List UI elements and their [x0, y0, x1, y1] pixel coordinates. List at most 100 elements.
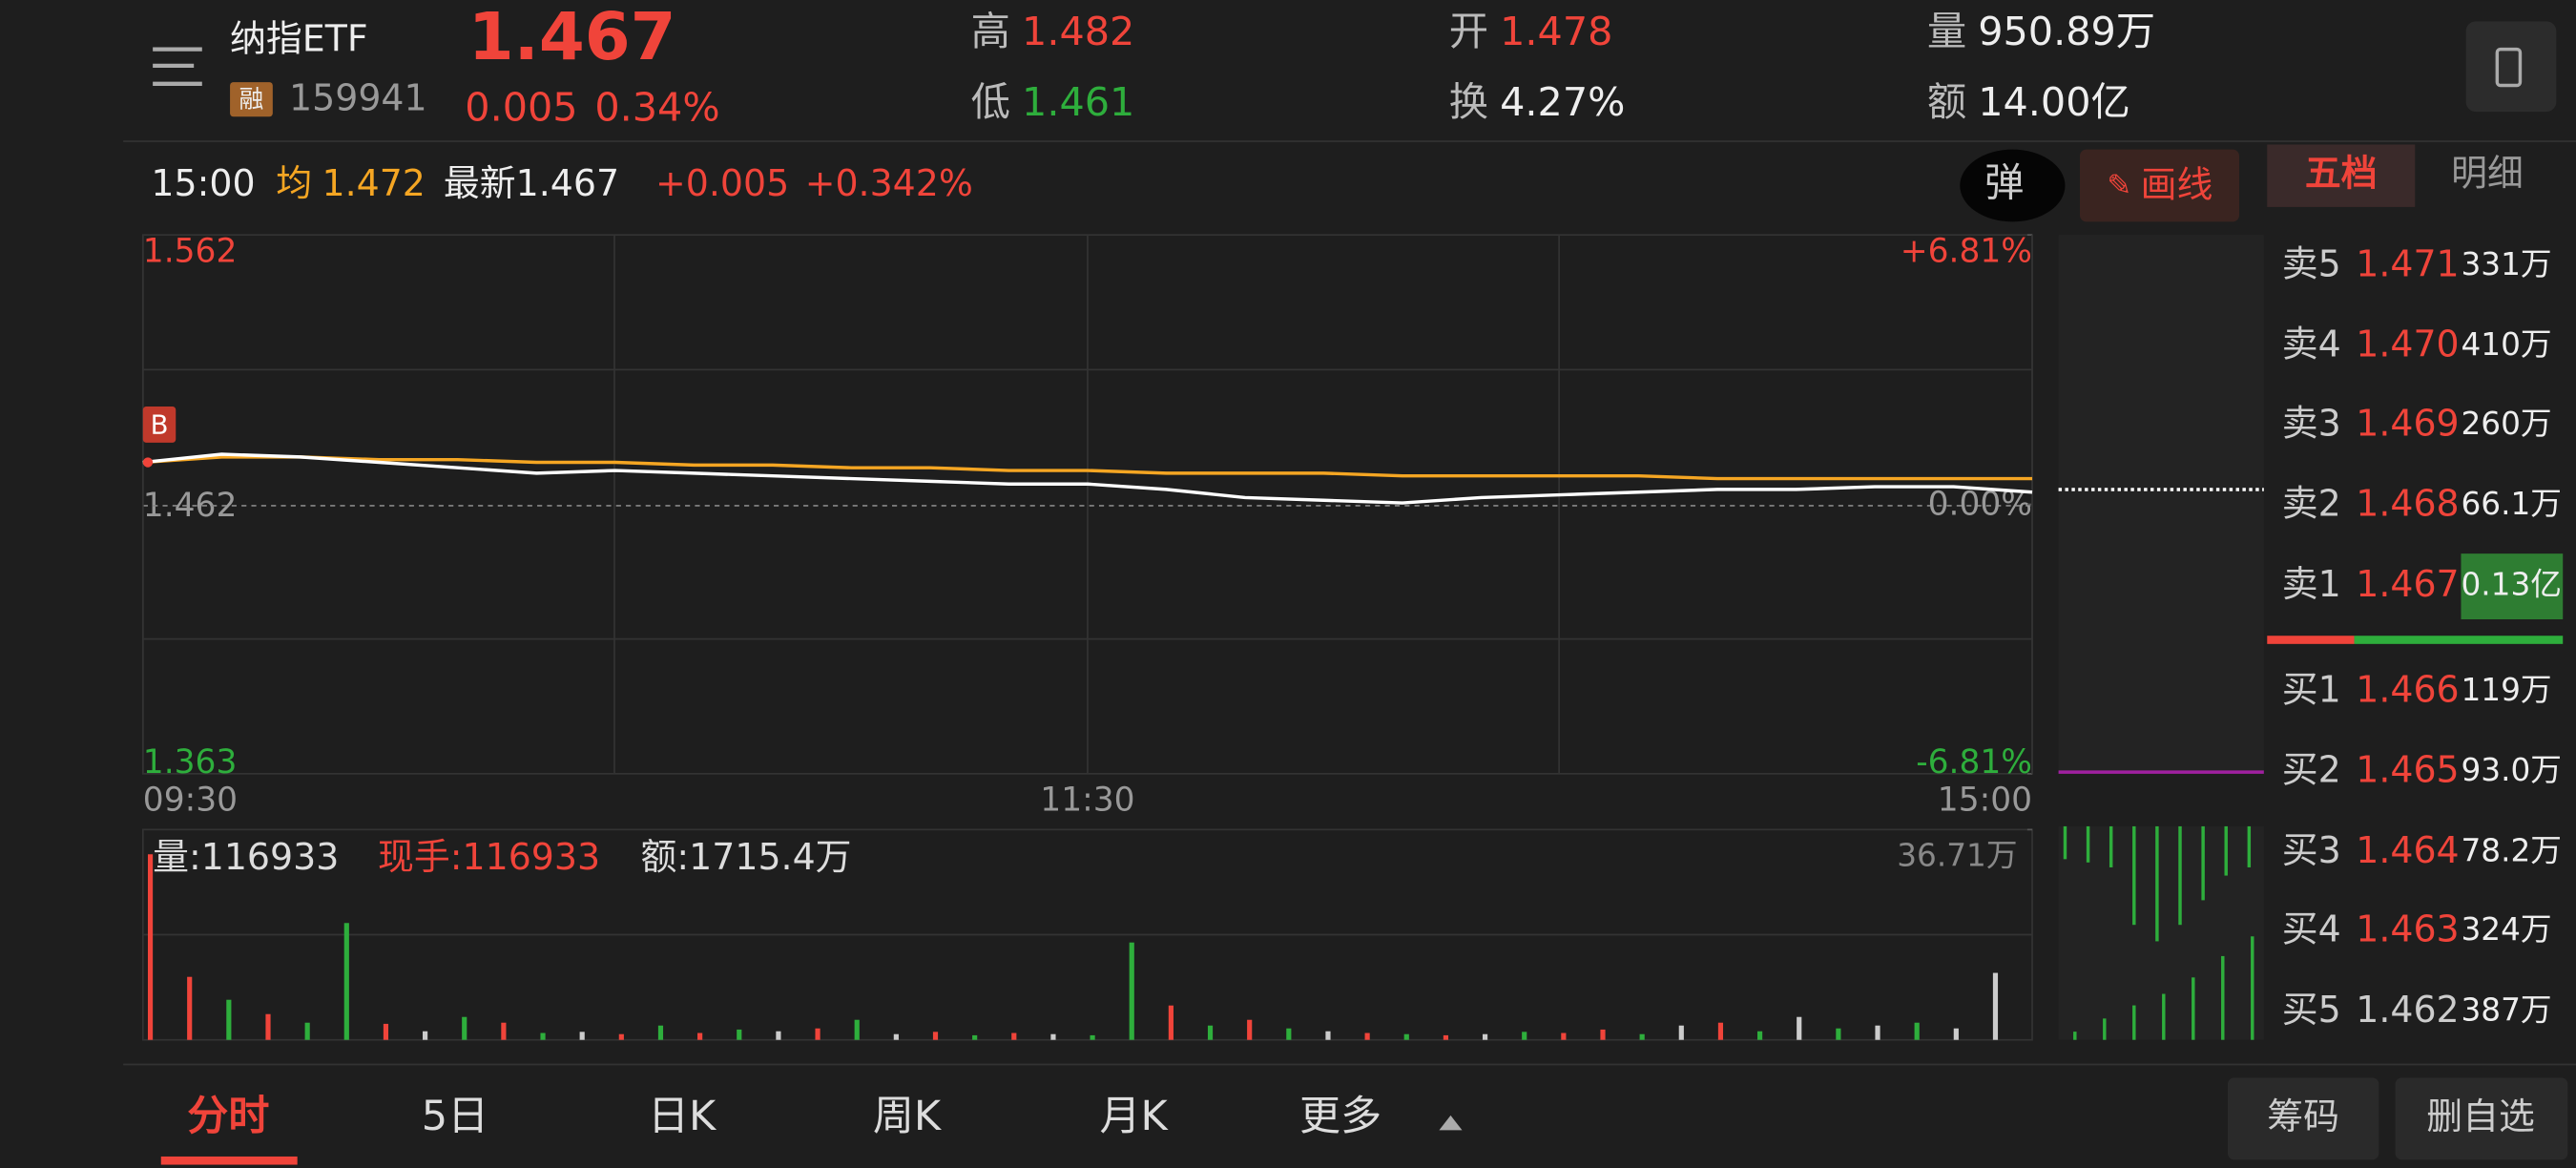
button-bg[interactable] — [2227, 1077, 2379, 1160]
popup-label: 弹 — [1984, 160, 2024, 206]
book-volume: 260万 — [2461, 406, 2551, 442]
volume-bar — [1403, 1033, 1409, 1040]
volume-bar — [776, 1031, 781, 1040]
book-label: 买1 — [2282, 668, 2341, 710]
volume-bar — [265, 1013, 271, 1040]
balance-ask — [2354, 636, 2564, 644]
device-button[interactable] — [2465, 21, 2557, 113]
stat-value: 14.00亿 — [1978, 79, 2130, 125]
more-arrow[interactable] — [1439, 1115, 1463, 1131]
volume-bar — [540, 1032, 546, 1040]
volume-label: 额:1715.4万 — [641, 836, 852, 878]
button-bg[interactable] — [2395, 1077, 2568, 1160]
book-label: 买2 — [2282, 749, 2341, 791]
info-time: 15:00 — [151, 162, 255, 204]
side-tab[interactable]: 明细 — [2451, 153, 2524, 195]
y-tick-label: 1.562 — [143, 233, 238, 271]
volume-bar — [1129, 942, 1134, 1040]
annotation-dot — [142, 457, 154, 468]
book-volume: 93.0万 — [2461, 752, 2562, 788]
bottom-tab[interactable]: 5日 — [422, 1093, 488, 1140]
volume-bar — [304, 1022, 310, 1040]
volume-bar — [1953, 1028, 1959, 1040]
volume-bar — [147, 854, 154, 1040]
volume-bar — [893, 1033, 899, 1040]
draw-button[interactable] — [2079, 149, 2240, 222]
volume-bar — [1914, 1022, 1920, 1040]
volume-bar — [618, 1033, 624, 1040]
draw-icon: ✎ — [2107, 169, 2131, 203]
book-volume: 119万 — [2461, 672, 2551, 708]
stock-code: 159941 — [289, 77, 427, 119]
volume-bar — [1168, 1005, 1174, 1040]
bottom-button[interactable]: 删自选 — [2426, 1095, 2535, 1137]
bottom-tab[interactable]: 周K — [873, 1093, 943, 1140]
volume-bar — [1443, 1034, 1448, 1040]
book-label: 卖5 — [2282, 242, 2341, 284]
depth-panel — [2058, 235, 2264, 774]
bottom-tab[interactable]: 月K — [1100, 1093, 1170, 1140]
volume-bar — [1836, 1028, 1841, 1040]
tab-active-bg — [2267, 144, 2416, 207]
book-label: 卖3 — [2282, 402, 2341, 444]
book-volume: 0.13亿 — [2461, 567, 2562, 603]
volume-bar — [1482, 1033, 1488, 1040]
volume-bar — [737, 1029, 742, 1040]
balance-bid — [2267, 636, 2355, 644]
stat-label: 开 — [1449, 9, 1488, 54]
book-label: 卖1 — [2282, 563, 2341, 605]
y2-tick-label: -6.81% — [1916, 743, 2032, 782]
bottom-button[interactable]: 筹码 — [2267, 1095, 2339, 1137]
volume-bar — [1797, 1016, 1802, 1040]
volume-bar — [1364, 1032, 1370, 1040]
stock-name: 纳指ETF — [230, 18, 368, 60]
change: 0.005 — [465, 84, 577, 130]
volume-bar — [972, 1034, 978, 1040]
bottom-tab[interactable]: 日K — [648, 1093, 717, 1140]
stat-value: 4.27% — [1500, 79, 1625, 125]
volume-bar — [1561, 1032, 1567, 1040]
stat-value: 1.478 — [1500, 9, 1612, 54]
volume-max-label: 36.71万 — [1897, 838, 2017, 874]
volume-bar — [1090, 1034, 1095, 1040]
x-tick-label: 11:30 — [1040, 782, 1134, 820]
menu-icon[interactable] — [153, 47, 202, 86]
book-price: 1.469 — [2356, 402, 2459, 444]
volume-bar — [1522, 1032, 1527, 1040]
price-line — [142, 455, 2033, 481]
book-volume: 331万 — [2461, 246, 2551, 282]
bottom-tab[interactable]: 更多 — [1299, 1093, 1381, 1140]
book-label: 卖2 — [2282, 483, 2341, 525]
book-price: 1.465 — [2356, 749, 2459, 791]
volume-bar — [1286, 1028, 1292, 1040]
book-label: 卖4 — [2282, 323, 2341, 365]
volume-bar — [854, 1019, 860, 1040]
book-price: 1.463 — [2356, 908, 2459, 950]
book-label: 买5 — [2282, 989, 2341, 1031]
side-tab[interactable]: 五档 — [2305, 153, 2378, 195]
book-volume: 66.1万 — [2461, 486, 2562, 522]
volume-label: 现手:116933 — [378, 836, 600, 878]
book-price: 1.471 — [2356, 242, 2459, 284]
avg-value: 1.472 — [322, 162, 425, 204]
book-label: 买4 — [2282, 908, 2341, 950]
volume-bar — [815, 1028, 821, 1040]
book-volume: 324万 — [2461, 911, 2551, 948]
stat-label: 低 — [971, 79, 1010, 125]
y2-tick-label: +6.81% — [1901, 233, 2032, 271]
latest: 最新1.467 — [444, 162, 619, 204]
volume-bar — [1875, 1025, 1880, 1040]
volume-bar — [462, 1016, 467, 1040]
volume-bar — [1678, 1025, 1684, 1040]
tag: 融 — [239, 86, 264, 115]
volume-bar — [1717, 1022, 1724, 1040]
annotation-box — [142, 406, 177, 443]
popup-button[interactable] — [1960, 149, 2066, 222]
volume-bar — [1050, 1033, 1056, 1040]
volume-label: 量:116933 — [153, 836, 339, 878]
bottom-tab[interactable]: 分时 — [187, 1093, 269, 1140]
stat-value: 950.89万 — [1978, 9, 2155, 54]
